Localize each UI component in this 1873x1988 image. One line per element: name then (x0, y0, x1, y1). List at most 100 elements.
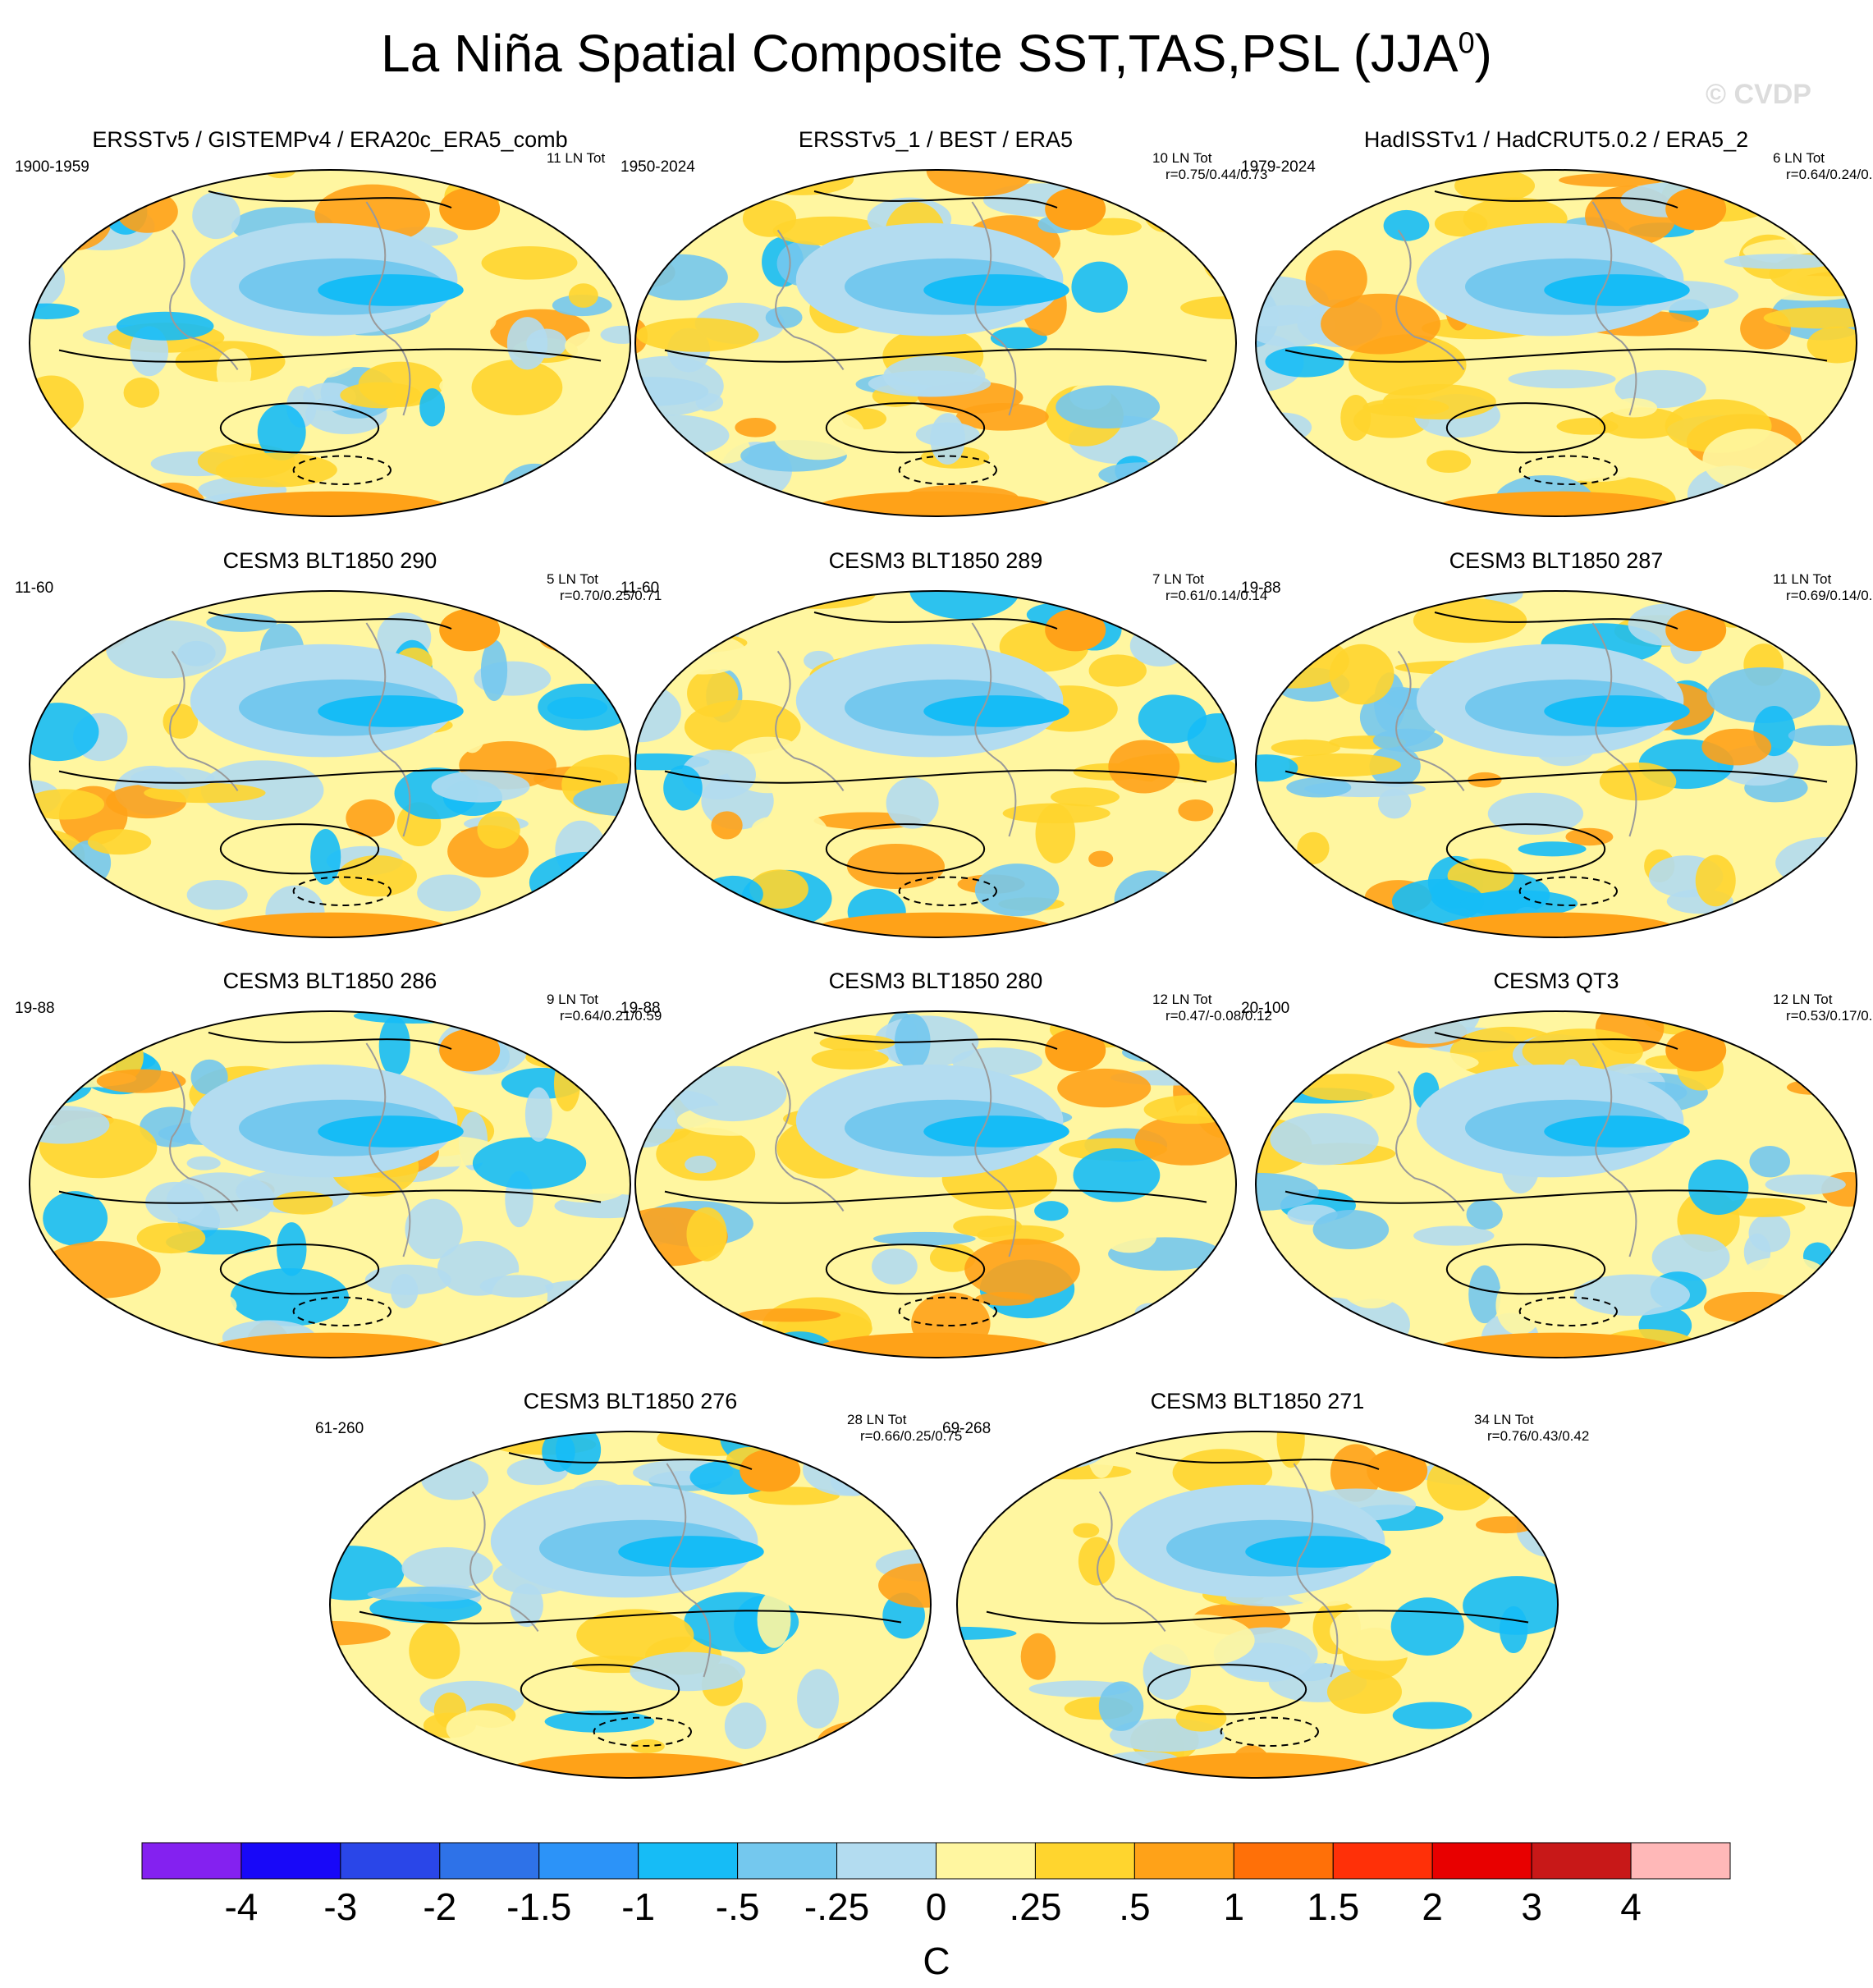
anomaly-patch (636, 318, 759, 352)
anomaly-patch (1702, 428, 1802, 491)
anomaly-patch (1651, 1234, 1730, 1281)
anomaly-patch (1705, 493, 1766, 516)
colorbar-box (638, 1842, 739, 1880)
anomaly-patch (277, 1222, 307, 1276)
anomaly-patch (1434, 210, 1488, 237)
event-count: 12 LN Tot (1152, 992, 1212, 1007)
colorbar-box (538, 1842, 639, 1880)
anomaly-patch (1468, 1265, 1501, 1324)
pattern-correlation: r=0.75/0.44/0.73 (1165, 167, 1268, 182)
pattern-correlation: r=0.47/-0.08/0.12 (1165, 1008, 1272, 1024)
psl-contour (508, 1452, 753, 1470)
anomaly-patch (471, 360, 563, 415)
anomaly-patch (544, 1711, 655, 1733)
anomaly-patch (1286, 777, 1352, 798)
psl-contour (208, 1032, 452, 1050)
anomaly-patch (1276, 1431, 1305, 1468)
anomaly-patch (367, 1721, 408, 1771)
map-panel (29, 169, 631, 517)
psl-contour (1285, 1189, 1828, 1204)
psl-contour (813, 190, 1058, 208)
cold-tongue (318, 274, 464, 306)
colorbar-tick-label: 4 (1620, 1885, 1642, 1928)
colorbar-tick-label: 0 (925, 1885, 947, 1928)
anomaly-patch (1178, 799, 1214, 822)
anomaly-patch (1114, 1340, 1206, 1358)
anomaly-patch (1115, 1431, 1143, 1441)
anomaly-patch (1499, 1606, 1528, 1654)
anomaly-patch (670, 1011, 759, 1047)
colorbar-box (1630, 1842, 1731, 1880)
cold-tongue (923, 1115, 1069, 1147)
anomaly-patch (1487, 1453, 1546, 1500)
anomaly-patch (330, 1757, 416, 1771)
anomaly-patch (30, 303, 80, 320)
map-border (634, 1010, 1237, 1358)
anomaly-patch (30, 629, 103, 648)
anomaly-patch (1101, 1218, 1157, 1253)
anomaly-patch (116, 311, 214, 341)
coastline (1395, 1070, 1465, 1212)
anomaly-patch (1256, 1289, 1303, 1316)
anomaly-patch (1108, 740, 1180, 794)
anomaly-patch (1071, 261, 1128, 313)
coastline (169, 1070, 239, 1212)
anomaly-patch (1020, 1633, 1056, 1680)
anomaly-patch (1556, 418, 1619, 435)
anomaly-patch (34, 184, 144, 212)
anomaly-patch (953, 1215, 1023, 1238)
anomaly-patch (1688, 1159, 1749, 1216)
anomaly-patch (330, 1465, 352, 1497)
anomaly-patch (1765, 1174, 1846, 1195)
watermark: © CVDP (1706, 79, 1811, 110)
event-count: 34 LN Tot (1474, 1412, 1534, 1427)
northern-warm-patch (1367, 1449, 1428, 1492)
psl-contour (1445, 823, 1606, 875)
cold-tongue (1544, 695, 1690, 727)
anomaly-patch (1044, 1011, 1092, 1024)
panel-period: 20-100 (1241, 1000, 1290, 1017)
panel-period: 19-88 (15, 1000, 55, 1017)
colorbar-box (141, 1842, 242, 1880)
southern-warm-band (1435, 491, 1678, 516)
northern-warm-patch (1665, 608, 1727, 652)
panel-title: HadISSTv1 / HadCRUT5.0.2 / ERA5_2 (1363, 127, 1749, 152)
anomaly-patch (596, 250, 629, 274)
anomaly-patch (1154, 476, 1230, 503)
anomaly-patch (1122, 1042, 1190, 1063)
cold-tongue (1245, 1536, 1391, 1568)
anomaly-patch (367, 1586, 481, 1602)
anomaly-patch (1518, 841, 1587, 857)
psl-contour-negative (1518, 455, 1618, 485)
panel-stats: 10 LN Tot r=0.75/0.44/0.73 (1141, 150, 1267, 183)
anomaly-patch (30, 703, 99, 762)
anomaly-patch (757, 1591, 791, 1648)
anomaly-patch (529, 474, 606, 490)
anomaly-patch (1508, 369, 1616, 389)
anomaly-patch (43, 1191, 108, 1246)
colorbar-tick-label: -1.5 (506, 1885, 572, 1928)
psl-contour (219, 402, 380, 454)
anomaly-patch (841, 1753, 931, 1777)
pattern-correlation: r=0.64/0.21/0.59 (560, 1008, 662, 1024)
anomaly-patch (735, 417, 776, 437)
psl-contour-negative (292, 1296, 392, 1326)
anomaly-patch (346, 799, 395, 837)
anomaly-patch (30, 480, 75, 495)
anomaly-patch (724, 1702, 767, 1749)
anomaly-patch (1139, 1032, 1211, 1054)
anomaly-patch (702, 910, 759, 932)
anomaly-patch (131, 767, 215, 790)
psl-contour (986, 1610, 1529, 1624)
anomaly-patch (369, 1593, 482, 1624)
anomaly-patch (1392, 1702, 1472, 1729)
anomaly-patch (1304, 461, 1347, 497)
anomaly-patch (1073, 1148, 1161, 1202)
anomaly-patch (687, 669, 739, 717)
anomaly-patch (405, 1198, 463, 1259)
northern-warm-patch (439, 1028, 501, 1072)
anomaly-patch (431, 770, 530, 803)
anomaly-patch (1706, 666, 1820, 723)
anomaly-patch (538, 683, 630, 731)
coastline (365, 622, 411, 837)
